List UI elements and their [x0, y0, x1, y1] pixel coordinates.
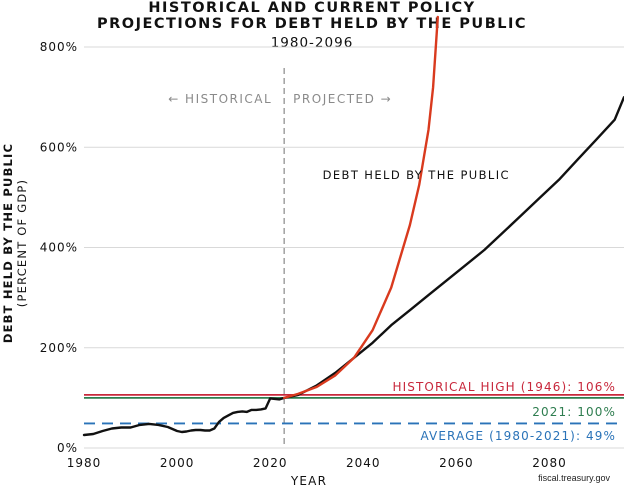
x-tick-label: 2040 — [346, 456, 381, 470]
x-tick-label: 2060 — [439, 456, 474, 470]
series-annotation: DEBT HELD BY THE PUBLIC — [323, 168, 510, 182]
grid-lines — [84, 46, 624, 449]
x-tick-label: 2000 — [160, 456, 195, 470]
x-tick-label: 2020 — [253, 456, 288, 470]
x-tick-label: 2080 — [532, 456, 567, 470]
y-tick-label: 400% — [40, 241, 78, 255]
reference-line-label: 2021: 100% — [532, 405, 616, 419]
y-tick-label: 600% — [40, 140, 78, 154]
reference-lines: HISTORICAL HIGH (1946): 106% 2021: 100% AV… — [84, 380, 624, 443]
series-line — [283, 15, 439, 400]
annotations: DEBT HELD BY THE PUBLIC — [323, 168, 510, 182]
projected-label: PROJECTED → — [293, 92, 392, 106]
series-line — [82, 96, 624, 437]
x-tick-label: 1980 — [67, 456, 102, 470]
x-axis-tick-labels: 1980 2000 2020 2040 2060 2080 — [67, 456, 567, 470]
chart-title-line2: PROJECTIONS FOR DEBT HELD BY THE PUBLIC — [96, 16, 528, 32]
y-tick-label: 0% — [57, 441, 78, 455]
data-series — [82, 15, 624, 437]
y-tick-label: 800% — [40, 40, 78, 54]
chart-title: HISTORICAL AND CURRENT POLICY — [148, 0, 476, 16]
reference-line-label: HISTORICAL HIGH (1946): 106% — [393, 380, 617, 394]
x-axis-label: YEAR — [290, 474, 327, 488]
historical-label: ← HISTORICAL — [168, 92, 272, 106]
source-credit: fiscal.treasury.gov — [538, 473, 610, 483]
y-axis-label-line2: (PERCENT OF GDP) — [15, 179, 29, 307]
y-tick-label: 200% — [40, 341, 78, 355]
y-axis-label: DEBT HELD BY THE PUBLIC — [1, 143, 15, 343]
reference-line-label: AVERAGE (1980-2021): 49% — [421, 429, 616, 443]
y-axis-tick-labels: 0% 200% 400% 600% 800% — [40, 40, 78, 455]
